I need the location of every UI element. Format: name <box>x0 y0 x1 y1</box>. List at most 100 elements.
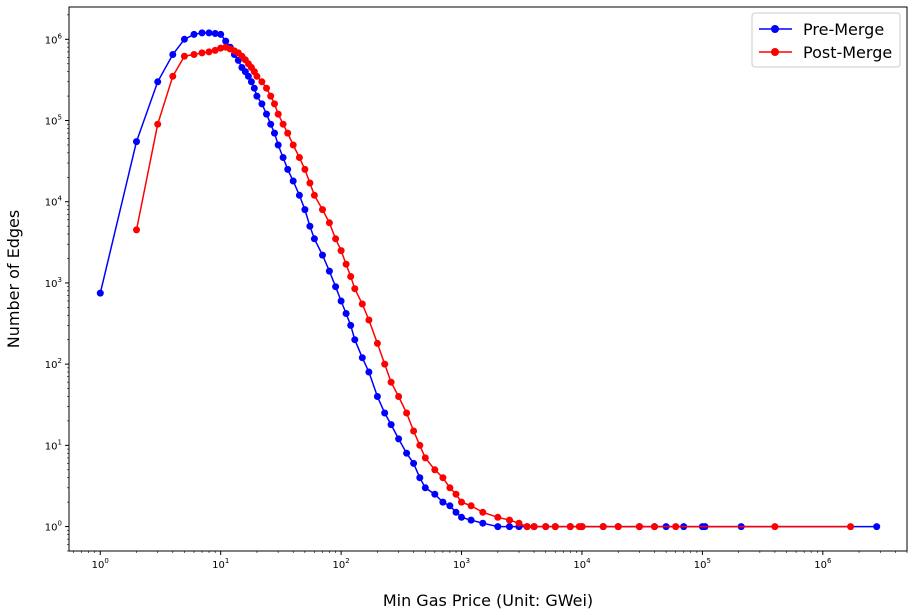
data-point-pre-merge <box>154 78 162 86</box>
x-tick-label-0: 100 <box>92 557 109 571</box>
data-point-post-merge <box>351 285 359 293</box>
data-point-post-merge <box>267 92 275 100</box>
data-point-post-merge <box>190 51 198 58</box>
y-tick-label-5: 105 <box>45 114 62 128</box>
data-point-post-merge <box>431 466 439 474</box>
data-point-post-merge <box>205 48 213 56</box>
data-point-post-merge <box>452 490 460 498</box>
data-point-pre-merge <box>458 513 465 521</box>
plot-area <box>69 7 907 551</box>
data-point-pre-merge <box>319 251 326 259</box>
data-point-pre-merge <box>347 321 355 329</box>
data-point-pre-merge <box>332 283 340 291</box>
data-point-post-merge <box>523 523 531 531</box>
data-point-pre-merge <box>373 393 381 400</box>
data-point-post-merge <box>416 441 424 449</box>
data-point-pre-merge <box>342 310 350 317</box>
data-point-pre-merge <box>279 154 287 161</box>
data-point-post-merge <box>133 226 140 234</box>
data-point-post-merge <box>295 154 303 161</box>
data-point-pre-merge <box>267 120 275 128</box>
data-point-pre-merge <box>198 29 206 37</box>
data-point-pre-merge <box>306 222 314 230</box>
x-tick-label-1: 101 <box>212 557 229 571</box>
data-point-post-merge <box>566 523 574 531</box>
data-point-pre-merge <box>190 30 198 38</box>
data-point-post-merge <box>403 409 411 417</box>
data-point-post-merge <box>358 300 366 308</box>
data-point-pre-merge <box>358 354 366 362</box>
data-point-post-merge <box>515 519 523 527</box>
x-tick-label-4: 104 <box>573 557 591 571</box>
series-layer <box>96 29 881 531</box>
data-point-post-merge <box>169 72 177 80</box>
data-point-pre-merge <box>467 516 475 524</box>
data-point-post-merge <box>337 247 345 255</box>
data-point-pre-merge <box>258 100 266 108</box>
data-point-post-merge <box>373 339 381 347</box>
data-point-pre-merge <box>479 519 487 527</box>
y-axis: 100 101 102 103 104 105 106 <box>45 14 69 552</box>
data-point-post-merge <box>319 206 326 214</box>
data-point-post-merge <box>198 49 206 57</box>
data-point-post-merge <box>154 120 162 128</box>
data-point-pre-merge <box>217 30 225 38</box>
y-tick-label-1: 101 <box>45 438 62 452</box>
x-tick-label-5: 105 <box>694 557 711 571</box>
data-point-pre-merge <box>446 502 454 510</box>
data-point-pre-merge <box>395 435 403 443</box>
y-tick-label-0: 100 <box>45 520 62 534</box>
data-point-post-merge <box>325 219 333 227</box>
y-tick-label-4: 104 <box>45 195 63 209</box>
data-point-pre-merge <box>410 459 418 467</box>
data-point-post-merge <box>310 191 318 199</box>
data-point-pre-merge <box>289 177 297 185</box>
data-point-post-merge <box>530 523 538 531</box>
data-point-pre-merge <box>387 421 395 429</box>
data-point-post-merge <box>614 523 622 531</box>
data-point-post-merge <box>306 179 314 187</box>
data-point-post-merge <box>847 523 855 531</box>
data-point-post-merge <box>467 502 475 510</box>
data-point-pre-merge <box>325 267 333 275</box>
data-point-post-merge <box>271 100 278 108</box>
data-point-pre-merge <box>310 235 318 243</box>
data-point-pre-merge <box>247 78 255 86</box>
data-point-post-merge <box>439 474 447 482</box>
data-point-pre-merge <box>416 474 424 482</box>
data-point-post-merge <box>387 378 395 386</box>
data-point-post-merge <box>211 46 219 54</box>
y-tick-label-3: 103 <box>45 276 62 290</box>
data-point-post-merge <box>365 316 373 324</box>
data-point-post-merge <box>494 513 502 521</box>
data-point-post-merge <box>551 523 559 531</box>
data-point-post-merge <box>279 120 287 128</box>
data-point-post-merge <box>342 260 350 268</box>
data-point-post-merge <box>506 516 513 524</box>
data-point-pre-merge <box>351 336 359 344</box>
data-point-post-merge <box>446 484 454 492</box>
data-point-post-merge <box>542 523 550 531</box>
series-post-merge <box>133 43 855 531</box>
x-tick-label-3: 103 <box>453 557 470 571</box>
data-point-post-merge <box>672 523 680 531</box>
data-point-post-merge <box>301 165 309 173</box>
legend-entry-pre-merge: Pre-Merge <box>759 20 884 39</box>
data-point-pre-merge <box>253 92 261 100</box>
data-point-post-merge <box>332 235 340 243</box>
legend-marker-pre-merge <box>771 25 779 33</box>
data-point-pre-merge <box>337 297 345 305</box>
data-point-pre-merge <box>506 523 513 531</box>
legend-label-post-merge: Post-Merge <box>803 43 892 62</box>
data-point-post-merge <box>635 523 643 531</box>
x-axis: 100 101 102 103 104 105 106 <box>73 551 908 571</box>
data-point-pre-merge <box>381 409 389 417</box>
data-point-post-merge <box>347 273 355 280</box>
data-point-pre-merge <box>494 523 502 531</box>
data-point-pre-merge <box>439 498 447 506</box>
data-point-pre-merge <box>421 484 429 492</box>
data-point-post-merge <box>395 393 403 400</box>
x-tick-label-2: 102 <box>333 557 350 571</box>
data-point-post-merge <box>263 84 270 92</box>
